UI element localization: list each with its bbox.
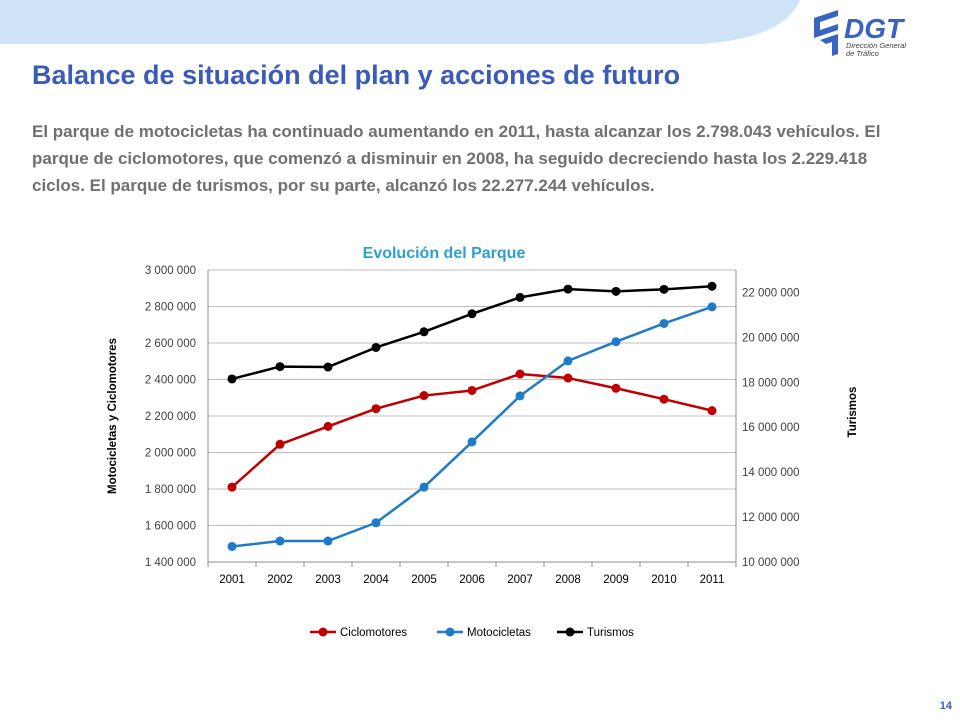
dgt-logo: DGT Dirección General de Tráfico xyxy=(814,10,906,58)
data-point-motocicletas xyxy=(611,337,621,347)
x-tick-label: 2002 xyxy=(267,574,293,586)
data-point-turismos xyxy=(707,281,717,291)
data-point-turismos xyxy=(659,284,669,294)
legend-marker-ciclomotores xyxy=(318,627,328,637)
data-point-motocicletas xyxy=(323,536,333,546)
y-left-tick-label: 1 400 000 xyxy=(145,557,196,569)
data-point-motocicletas xyxy=(371,518,381,528)
page-number: 14 xyxy=(939,700,952,712)
x-tick-label: 2010 xyxy=(651,574,677,586)
y-left-tick-label: 1 800 000 xyxy=(145,484,196,496)
y-right-tick-label: 10 000 000 xyxy=(742,557,800,569)
data-point-ciclomotores xyxy=(611,383,621,393)
legend-marker-motocicletas xyxy=(445,627,455,637)
page-title: Balance de situación del plan y acciones… xyxy=(32,60,681,90)
legend-label-ciclomotores: Ciclomotores xyxy=(340,627,407,639)
y-left-axis-title: Motocicletas y Ciclomotores xyxy=(107,338,119,494)
y-left-tick-label: 2 400 000 xyxy=(145,375,196,387)
legend-label-motocicletas: Motocicletas xyxy=(467,627,531,639)
y-right-axis-title: Turismos xyxy=(847,387,859,438)
logo-subtitle-line2: de Tráfico xyxy=(846,49,879,58)
logo-subtitle-line1: Dirección General xyxy=(846,41,906,50)
x-tick-label: 2005 xyxy=(411,574,437,586)
x-tick-label: 2008 xyxy=(555,574,581,586)
data-point-turismos xyxy=(419,327,429,337)
x-tick-label: 2009 xyxy=(603,574,629,586)
data-point-ciclomotores xyxy=(371,404,381,414)
data-point-motocicletas xyxy=(467,437,477,447)
dgt-emblem-icon xyxy=(814,10,838,56)
parque-line-chart: Evolución del Parque 1 400 000 1 600 000 1 … xyxy=(107,245,859,639)
x-tick-label: 2007 xyxy=(507,574,533,586)
data-point-motocicletas xyxy=(563,356,573,366)
data-point-ciclomotores xyxy=(515,369,525,379)
legend-marker-turismos xyxy=(565,627,575,637)
data-point-ciclomotores xyxy=(275,439,285,449)
data-point-turismos xyxy=(611,286,621,296)
data-point-motocicletas xyxy=(227,541,237,551)
y-right-tick-label: 18 000 000 xyxy=(742,377,800,389)
y-right-tick-label: 14 000 000 xyxy=(742,467,800,479)
data-point-turismos xyxy=(563,284,573,294)
data-point-motocicletas xyxy=(275,536,285,546)
y-right-tick-label: 16 000 000 xyxy=(742,422,800,434)
y-left-tick-label: 3 000 000 xyxy=(145,265,196,277)
data-point-ciclomotores xyxy=(419,391,429,401)
x-tick-label: 2006 xyxy=(459,574,485,586)
x-tick-label: 2003 xyxy=(315,574,341,586)
y-left-tick-label: 1 600 000 xyxy=(145,521,196,533)
x-tick-label: 2001 xyxy=(219,574,245,586)
intro-paragraph: El parque de motocicletas ha continuado … xyxy=(32,122,881,195)
data-point-turismos xyxy=(467,309,477,319)
data-point-turismos xyxy=(275,362,285,372)
data-point-turismos xyxy=(371,342,381,352)
data-point-turismos xyxy=(227,374,237,384)
legend-label-turismos: Turismos xyxy=(587,627,634,639)
data-point-motocicletas xyxy=(659,318,669,328)
header-wave xyxy=(0,0,800,44)
data-point-motocicletas xyxy=(419,482,429,492)
y-left-tick-label: 2 600 000 xyxy=(145,338,196,350)
y-right-tick-label: 20 000 000 xyxy=(742,332,800,344)
chart-title: Evolución del Parque xyxy=(363,245,526,262)
x-tick-label: 2004 xyxy=(363,574,389,586)
y-left-tick-label: 2 200 000 xyxy=(145,411,196,423)
data-point-motocicletas xyxy=(707,302,717,312)
y-left-tick-label: 2 800 000 xyxy=(145,302,196,314)
data-point-ciclomotores xyxy=(707,406,717,416)
logo-text: DGT xyxy=(844,13,906,44)
x-tick-label: 2011 xyxy=(700,574,725,586)
y-right-tick-label: 22 000 000 xyxy=(742,287,800,299)
data-point-ciclomotores xyxy=(563,373,573,383)
data-point-ciclomotores xyxy=(323,421,333,431)
data-point-ciclomotores xyxy=(467,385,477,395)
data-point-ciclomotores xyxy=(659,394,669,404)
data-point-ciclomotores xyxy=(227,482,237,492)
header-band xyxy=(0,0,800,44)
y-left-tick-label: 2 000 000 xyxy=(145,448,196,460)
data-point-turismos xyxy=(515,292,525,302)
y-right-tick-label: 12 000 000 xyxy=(742,512,800,524)
data-point-turismos xyxy=(323,362,333,372)
data-point-motocicletas xyxy=(515,391,525,401)
